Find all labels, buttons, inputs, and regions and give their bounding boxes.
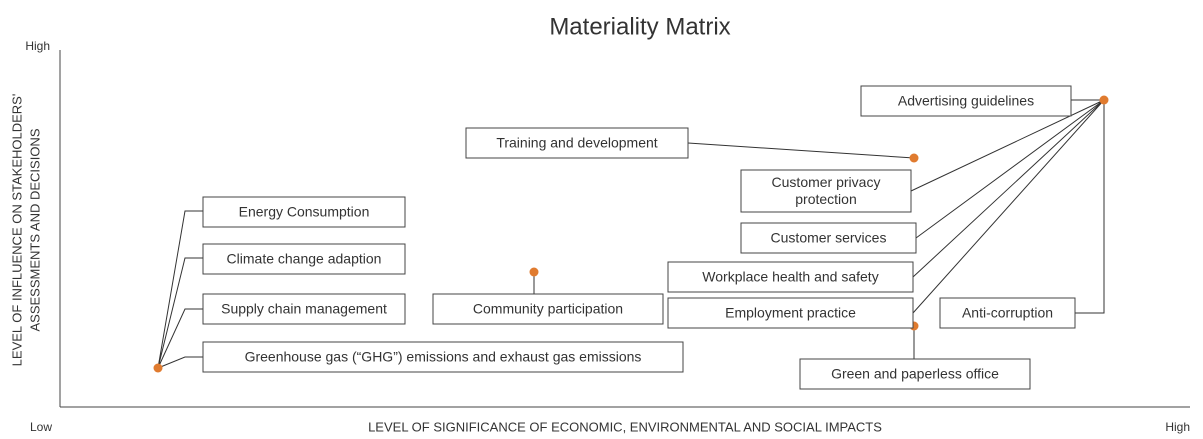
node-box [202, 341, 684, 373]
connectors [157, 99, 1105, 369]
node-label: Community participation [473, 301, 623, 317]
node-box [860, 85, 1072, 117]
node-label: Customer services [771, 230, 887, 246]
connector [157, 210, 203, 369]
node-label: Workplace health and safety [702, 269, 878, 285]
node-box [202, 243, 406, 275]
dots [153, 95, 1109, 373]
y-axis-label: ASSESSMENTS AND DECISIONS [27, 128, 42, 331]
node-box [740, 222, 917, 254]
node-box [202, 293, 406, 325]
node-label: Energy Consumption [239, 204, 370, 220]
connector [910, 99, 1105, 314]
node-box [667, 261, 914, 293]
node-label: Climate change adaption [227, 251, 382, 267]
node-box [465, 127, 689, 159]
connector [687, 142, 915, 159]
node-label: Supply chain management [221, 301, 387, 317]
node-box [799, 358, 1031, 390]
x-axis-label: LEVEL OF SIGNIFICANCE OF ECONOMIC, ENVIR… [368, 419, 882, 434]
node-label: Advertising guidelines [898, 93, 1034, 109]
node-box [432, 293, 664, 325]
dot [529, 267, 539, 277]
node-label: Green and paperless office [831, 366, 999, 382]
dot [909, 153, 919, 163]
y-high: High [25, 39, 50, 53]
y-axis-label: LEVEL OF INFLUENCE ON STAKEHOLDERS' [9, 94, 24, 367]
dot [1099, 95, 1109, 105]
node-label: protection [795, 191, 856, 207]
node-box [667, 297, 914, 329]
node-label: Training and development [496, 135, 657, 151]
dot [153, 363, 163, 373]
x-high: High [1165, 420, 1190, 434]
node-box [939, 297, 1076, 329]
title: Materiality Matrix [549, 13, 730, 40]
node-box [740, 169, 912, 213]
node-label: Customer privacy [772, 174, 881, 190]
node-label: Employment practice [725, 305, 856, 321]
node-label: Greenhouse gas (“GHG”) emissions and exh… [245, 349, 642, 365]
node-box [202, 196, 406, 228]
x-low: Low [30, 420, 52, 434]
node-label: Anti-corruption [962, 305, 1053, 321]
